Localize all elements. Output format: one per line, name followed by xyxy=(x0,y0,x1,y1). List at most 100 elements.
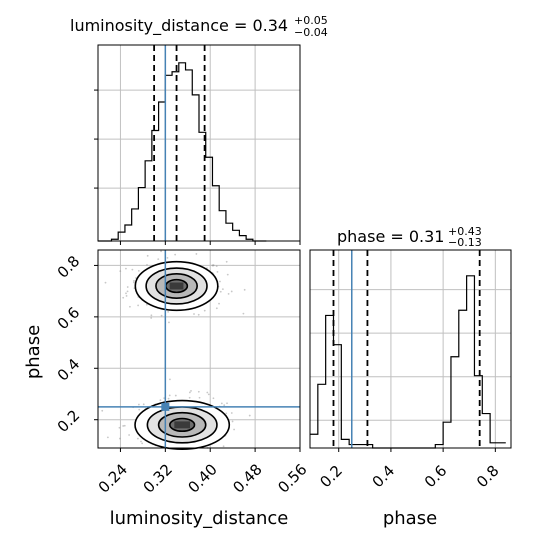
x-tick-label: 0.6 xyxy=(421,462,451,492)
phase-histogram-panel: 0.2 0.4 0.6 0.8 phase phase = 0.31 +0.43 −0… xyxy=(309,225,512,529)
truth-marker xyxy=(161,402,170,411)
x-tick-label: 0.2 xyxy=(316,462,346,492)
sample-point xyxy=(219,280,221,283)
sample-point xyxy=(220,402,223,405)
luminosity-distance-title-minus: −0.04 xyxy=(294,26,328,39)
sample-point xyxy=(198,396,201,399)
sample-point xyxy=(197,390,200,393)
sample-point xyxy=(167,310,170,313)
x-tick-label: 0.24 xyxy=(95,460,131,496)
panel-background xyxy=(310,250,511,448)
x-tick-label: 0.48 xyxy=(229,460,265,496)
sample-point xyxy=(122,425,125,427)
sample-point xyxy=(157,258,160,261)
sample-point xyxy=(119,437,121,440)
sample-point xyxy=(140,440,142,443)
sample-point xyxy=(174,253,177,256)
sample-point xyxy=(125,267,127,270)
sample-point xyxy=(118,426,121,429)
sample-point xyxy=(104,281,107,284)
sample-point xyxy=(193,313,195,315)
x-tick-label: 0.8 xyxy=(473,462,503,492)
sample-point xyxy=(128,434,130,436)
sample-point xyxy=(174,394,177,397)
sample-point xyxy=(166,256,169,259)
x-ticks: 0.24 0.32 0.40 0.48 0.56 xyxy=(95,448,311,497)
luminosity-distance-title-plus: +0.05 xyxy=(294,14,328,27)
y-ticks: 0.2 0.4 0.6 0.8 xyxy=(54,252,98,436)
sample-point xyxy=(163,397,166,399)
sample-point xyxy=(150,314,153,317)
sample-point xyxy=(133,281,135,284)
sample-point xyxy=(225,412,228,415)
title-main: luminosity_distance = 0.34 xyxy=(70,16,288,36)
sample-point xyxy=(188,396,191,399)
phase-vs-luminosity-distance-panel: 0.24 0.32 0.40 0.48 0.56 0.2 0.4 0.6 0.8 lumino… xyxy=(23,249,311,529)
sample-point xyxy=(219,290,222,293)
sample-point xyxy=(203,309,206,312)
sample-point xyxy=(225,260,228,263)
sample-point xyxy=(197,313,200,316)
y-tick-label: 0.2 xyxy=(54,406,84,436)
luminosity-distance-title: luminosity_distance = 0.34 xyxy=(70,16,288,36)
phase-title: phase = 0.31 xyxy=(337,227,444,246)
y-axis-label: phase xyxy=(23,325,44,379)
sample-point xyxy=(230,290,233,293)
sample-point xyxy=(168,394,171,397)
sample-point xyxy=(212,397,215,400)
luminosity-distance-histogram-panel: luminosity_distance = 0.34 +0.05 −0.04 xyxy=(70,14,328,245)
x-axis-label: luminosity_distance xyxy=(110,508,289,529)
sample-point xyxy=(216,270,219,273)
title-main: phase = 0.31 xyxy=(337,227,444,246)
sample-point xyxy=(248,414,251,417)
sample-point xyxy=(215,265,218,268)
sample-point xyxy=(133,279,135,282)
sample-point xyxy=(150,317,153,319)
sample-point xyxy=(142,403,145,406)
density-peak xyxy=(174,421,191,429)
sample-point xyxy=(188,391,191,394)
sample-point xyxy=(106,436,109,439)
sample-point xyxy=(138,408,141,411)
sample-point xyxy=(146,254,149,257)
sample-point xyxy=(101,409,104,412)
panel-frame xyxy=(97,44,301,242)
sample-point xyxy=(137,270,140,272)
sample-point xyxy=(207,393,210,396)
phase-title-minus: −0.13 xyxy=(448,236,482,249)
sample-point xyxy=(122,296,125,299)
x-tick-label: 0.4 xyxy=(369,462,399,492)
sample-point xyxy=(243,288,246,291)
x-ticks: 0.2 0.4 0.6 0.8 xyxy=(316,448,503,492)
sample-point xyxy=(160,250,162,253)
panel-frame xyxy=(309,249,512,449)
sample-point xyxy=(231,420,234,423)
sample-point xyxy=(167,397,170,400)
panel-background xyxy=(98,45,300,241)
sample-point xyxy=(233,428,236,431)
x-axis-label: phase xyxy=(383,508,437,529)
sample-point xyxy=(218,302,220,305)
sample-point xyxy=(190,389,192,392)
sample-point xyxy=(222,445,225,448)
sample-point xyxy=(131,268,134,271)
x-tick-label: 0.32 xyxy=(140,460,176,496)
sample-point xyxy=(129,305,131,308)
sample-point xyxy=(146,264,148,266)
density-peak xyxy=(169,282,184,290)
sample-point xyxy=(145,303,148,306)
y-tick-label: 0.6 xyxy=(54,304,84,334)
phase-title-plus: +0.43 xyxy=(448,225,482,238)
sample-point xyxy=(125,295,128,297)
sample-point xyxy=(226,402,228,405)
sample-point xyxy=(125,292,127,295)
sample-point xyxy=(123,424,126,427)
sample-point xyxy=(137,304,140,307)
sample-point xyxy=(211,264,214,267)
sample-point xyxy=(159,399,162,402)
panel-frame xyxy=(97,249,301,449)
sample-point xyxy=(126,286,129,288)
x-tick-label: 0.56 xyxy=(274,460,310,496)
sample-point xyxy=(230,412,233,414)
